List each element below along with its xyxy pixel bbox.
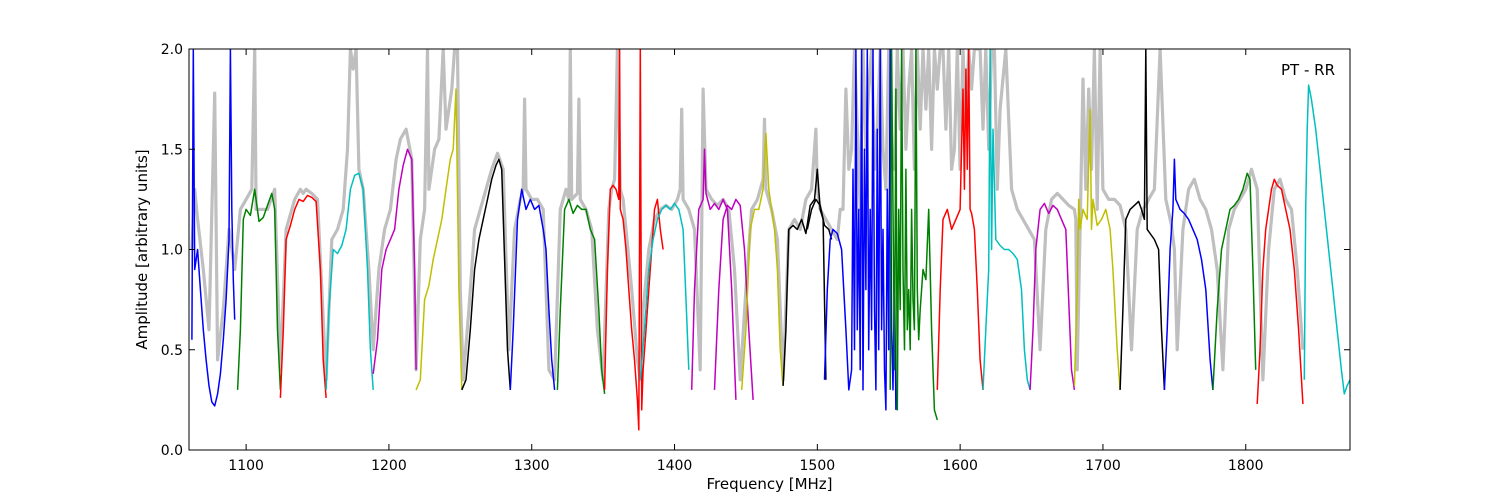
series-line-20 — [982, 49, 1031, 391]
x-tick-label: 1200 — [371, 458, 407, 474]
x-tick-label: 1300 — [514, 458, 550, 474]
y-axis-label: Amplitude [arbitrary units] — [133, 149, 151, 349]
plot-content — [190, 49, 1350, 431]
plot-frame — [188, 48, 1351, 451]
series-line-16 — [806, 198, 833, 240]
series-line-9 — [556, 198, 606, 394]
x-tick-label: 1500 — [800, 458, 836, 474]
series-line-2 — [236, 188, 282, 390]
series-line-21 — [1029, 202, 1076, 391]
x-axis-label: Frequency [MHz] — [706, 475, 832, 493]
y-tick-label: 0.0 — [161, 443, 183, 459]
x-tick-label: 1700 — [1085, 458, 1121, 474]
y-tick-label: 2.0 — [161, 42, 183, 58]
series-line-1 — [191, 49, 236, 407]
series-line-13 — [713, 198, 754, 400]
series-line-7 — [461, 158, 512, 391]
axes: 1100 1200 1300 1400 1500 1600 1700 1800 0.0 0.5 1.… — [161, 42, 1350, 474]
series-line-26 — [1256, 178, 1304, 404]
series-line-22 — [1073, 108, 1121, 390]
x-tick-label: 1800 — [1228, 458, 1264, 474]
series-line-24 — [1163, 158, 1214, 390]
series-line-15 — [782, 168, 827, 386]
y-tick-label: 0.5 — [161, 343, 183, 359]
series-line-5 — [372, 148, 417, 374]
series-line-27 — [1303, 84, 1350, 395]
series-line-11 — [639, 202, 690, 380]
x-tick-label: 1400 — [657, 458, 693, 474]
series-line-6 — [415, 88, 463, 391]
series-line-14 — [740, 132, 784, 390]
series-line-12 — [690, 148, 737, 400]
series-line-4 — [325, 172, 374, 390]
x-tick-label: 1100 — [228, 458, 264, 474]
y-tick-label: 1.0 — [161, 243, 183, 259]
series-line-18 — [889, 49, 939, 421]
series-line-23 — [1119, 49, 1166, 390]
series-line-3 — [279, 194, 327, 398]
chart-annotation: PT - RR — [1281, 61, 1335, 79]
y-tick-label: 1.5 — [161, 142, 183, 158]
series-line-25 — [1212, 172, 1257, 390]
series-line-8 — [509, 188, 556, 390]
series-line-17 — [823, 49, 897, 411]
x-tick-label: 1600 — [942, 458, 978, 474]
series-line-19 — [936, 49, 984, 390]
